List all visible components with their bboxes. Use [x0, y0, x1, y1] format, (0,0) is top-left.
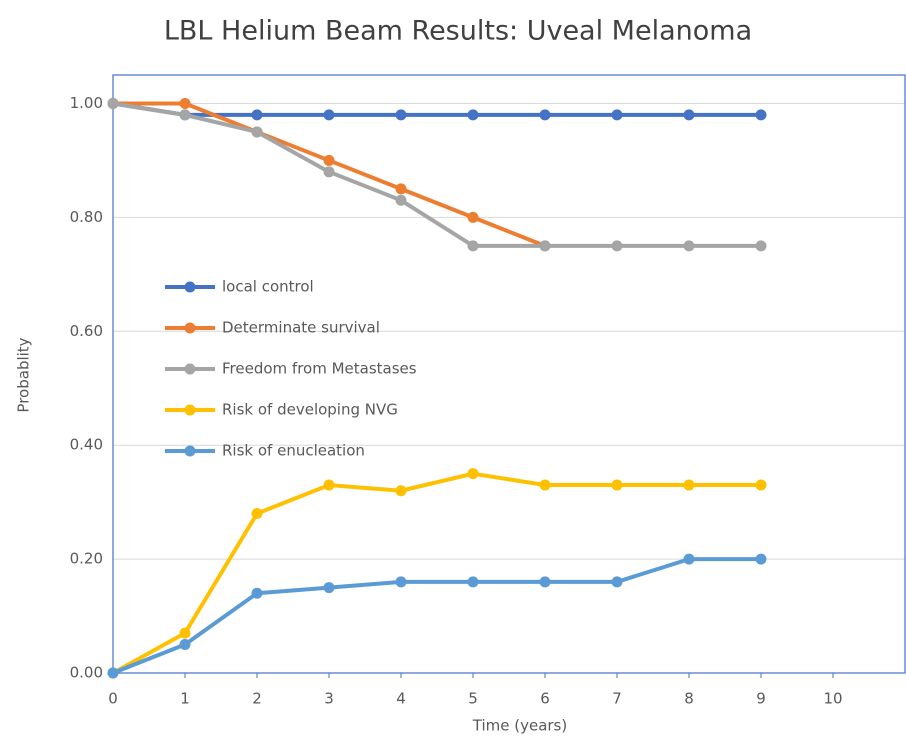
- data-point: [323, 479, 335, 491]
- x-tick-label: 6: [540, 690, 550, 708]
- legend-marker: [184, 281, 196, 293]
- x-axis-label: Time (years): [472, 717, 567, 735]
- data-point: [395, 183, 407, 195]
- data-point: [539, 479, 551, 491]
- legend-marker: [184, 363, 196, 375]
- data-point: [179, 97, 191, 109]
- data-point: [539, 109, 551, 121]
- data-point: [683, 109, 695, 121]
- data-point: [395, 576, 407, 588]
- data-point: [251, 508, 263, 520]
- x-tick-label: 3: [324, 690, 334, 708]
- data-point: [467, 109, 479, 121]
- data-point: [395, 194, 407, 206]
- y-tick-label: 0.60: [70, 322, 103, 340]
- data-point: [467, 468, 479, 480]
- legend-label: local control: [222, 278, 314, 296]
- x-tick-label: 1: [180, 690, 190, 708]
- legend-label: Risk of developing NVG: [222, 401, 398, 419]
- series-line: [112, 101, 761, 117]
- series-line: [112, 101, 761, 248]
- data-point: [467, 240, 479, 252]
- data-point: [107, 97, 119, 109]
- plot-border: [112, 74, 906, 674]
- legend-label: Freedom from Metastases: [222, 360, 417, 378]
- data-point: [611, 240, 623, 252]
- data-point: [539, 576, 551, 588]
- y-tick-label: 0.00: [70, 664, 103, 682]
- data-point: [467, 211, 479, 223]
- legend-marker: [184, 322, 196, 334]
- data-point: [179, 639, 191, 651]
- data-point: [611, 109, 623, 121]
- legend-marker: [184, 445, 196, 457]
- data-point: [323, 166, 335, 178]
- x-tick-label: 0: [108, 690, 118, 708]
- data-point: [755, 240, 767, 252]
- data-point: [323, 582, 335, 594]
- data-point: [611, 576, 623, 588]
- legend-label: Risk of enucleation: [222, 442, 365, 460]
- data-point: [395, 109, 407, 121]
- data-point: [683, 240, 695, 252]
- y-tick-label: 0.80: [70, 208, 103, 226]
- data-point: [179, 627, 191, 639]
- series-line: [112, 557, 761, 675]
- data-point: [755, 553, 767, 565]
- data-point: [323, 109, 335, 121]
- chart-title: LBL Helium Beam Results: Uveal Melanoma: [164, 16, 752, 47]
- x-tick-label: 9: [756, 690, 766, 708]
- data-point: [179, 109, 191, 121]
- x-tick-label: 4: [396, 690, 406, 708]
- x-tick-label: 7: [612, 690, 622, 708]
- y-tick-label: 1.00: [70, 94, 103, 112]
- x-tick-label: 8: [684, 690, 694, 708]
- y-axis-label: Probablity: [15, 337, 33, 412]
- data-point: [251, 126, 263, 138]
- data-point: [251, 587, 263, 599]
- data-point: [251, 109, 263, 121]
- data-point: [683, 479, 695, 491]
- data-point: [755, 479, 767, 491]
- data-point: [395, 485, 407, 497]
- data-point: [323, 154, 335, 166]
- series-line: [112, 471, 761, 675]
- x-tick-label: 2: [252, 690, 262, 708]
- legend-label: Determinate survival: [222, 319, 380, 337]
- x-tick-label: 5: [468, 690, 478, 708]
- data-point: [683, 553, 695, 565]
- x-tick-label: 10: [823, 690, 842, 708]
- data-point: [755, 109, 767, 121]
- legend-marker: [184, 404, 196, 416]
- data-point: [467, 576, 479, 588]
- data-point: [611, 479, 623, 491]
- y-tick-label: 0.20: [70, 550, 103, 568]
- data-point: [539, 240, 551, 252]
- y-tick-label: 0.40: [70, 436, 103, 454]
- data-point: [107, 667, 119, 679]
